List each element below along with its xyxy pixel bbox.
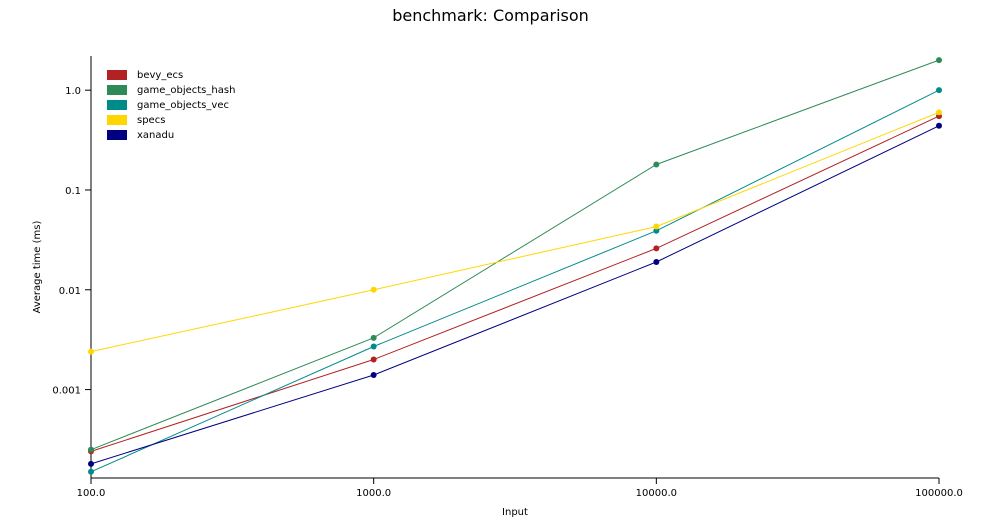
x-tick-label: 100.0 <box>77 488 106 499</box>
legend-label: bevy_ecs <box>137 70 183 81</box>
y-tick-label: 0.001 <box>52 386 81 397</box>
y-tick-label: 0.01 <box>59 286 81 297</box>
x-axis-label: Input <box>502 507 528 518</box>
data-point-game_objects_hash <box>88 446 94 453</box>
x-tick-label: 100000.0 <box>915 488 963 499</box>
y-tick-label: 0.1 <box>65 186 81 197</box>
legend-swatch-game_objects_vec <box>107 100 127 110</box>
data-point-game_objects_vec <box>653 227 660 234</box>
x-tick-label: 10000.0 <box>636 488 677 499</box>
data-point-game_objects_vec <box>370 343 377 350</box>
data-point-bevy_ecs <box>653 245 660 252</box>
data-point-xanadu <box>370 371 377 378</box>
legend-swatch-xanadu <box>107 130 127 140</box>
data-point-game_objects_vec <box>88 468 94 475</box>
data-point-specs <box>88 348 94 355</box>
data-point-game_objects_hash <box>370 334 377 341</box>
data-point-xanadu <box>88 460 94 467</box>
legend-label: game_objects_vec <box>137 100 229 111</box>
series-line-xanadu <box>90 125 940 465</box>
x-tick-label: 1000.0 <box>356 488 391 499</box>
data-point-game_objects_hash <box>936 57 942 64</box>
data-point-specs <box>936 109 942 116</box>
x-axis-ticks: 100.0 1000.0 10000.0 100000.0 <box>77 478 963 499</box>
series-line-game_objects_hash <box>90 59 940 451</box>
legend-label: game_objects_hash <box>137 85 235 96</box>
data-point-xanadu <box>936 122 942 129</box>
data-point-specs <box>370 286 377 293</box>
y-axis-label: Average time (ms) <box>32 221 43 314</box>
series-line-game_objects_vec <box>90 89 940 473</box>
legend-swatch-bevy_ecs <box>107 70 127 80</box>
data-point-bevy_ecs <box>370 356 377 363</box>
legend-label: specs <box>137 115 165 126</box>
legend-label: xanadu <box>137 130 174 141</box>
legend-swatch-specs <box>107 115 127 125</box>
series-line-bevy_ecs <box>90 115 940 452</box>
chart-title: benchmark: Comparison <box>392 6 589 25</box>
data-point-game_objects_hash <box>653 161 660 168</box>
data-point-specs <box>653 223 660 230</box>
y-tick-label: 1.0 <box>65 86 81 97</box>
series-layer <box>88 57 942 475</box>
legend-swatch-game_objects_hash <box>107 85 127 95</box>
y-axis-ticks: 0.001 0.01 0.1 1.0 <box>52 86 91 397</box>
series-line-specs <box>90 111 940 353</box>
legend: bevy_ecs game_objects_hash game_objects_ve… <box>107 70 235 141</box>
data-point-xanadu <box>653 258 660 265</box>
data-point-game_objects_vec <box>936 87 942 94</box>
